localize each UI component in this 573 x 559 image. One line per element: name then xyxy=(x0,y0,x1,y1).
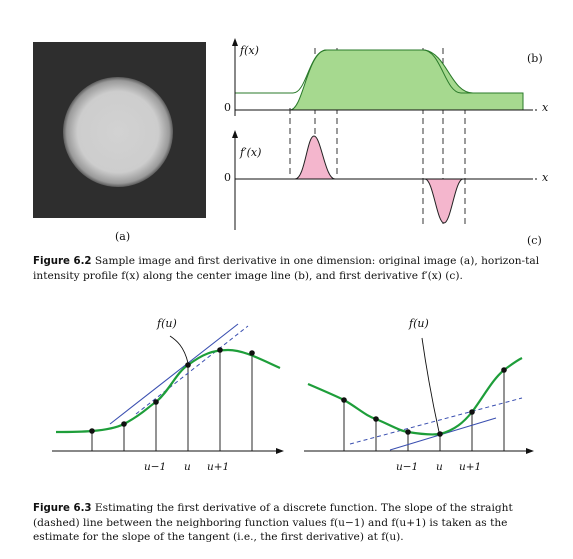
sample-image xyxy=(33,42,206,218)
figure-6-2-number: Figure 6.2 xyxy=(33,256,92,267)
figure-6-2-caption: Figure 6.2 Sample image and first deriva… xyxy=(33,254,549,283)
tick-left-u-minus-1: u−1 xyxy=(144,461,167,473)
derivative-estimate-left xyxy=(52,323,284,454)
sample-points-left xyxy=(89,347,255,434)
intensity-profile xyxy=(234,49,524,111)
tick-left-u: u xyxy=(184,461,191,473)
tick-right-u: u xyxy=(436,461,443,473)
panel-b-label: (b) xyxy=(527,52,543,65)
function-curve-right xyxy=(307,357,523,436)
derivative-estimate-right xyxy=(304,337,534,454)
tick-right-u-plus-1: u+1 xyxy=(459,461,482,473)
fu-pointer-left xyxy=(169,335,189,364)
x-label-c: x xyxy=(542,171,549,184)
secant-line-left xyxy=(135,325,249,415)
zero-label-b: 0 xyxy=(224,101,231,114)
tangent-line-left xyxy=(109,323,239,425)
tick-right-u-minus-1: u−1 xyxy=(396,461,419,473)
figure-6-3-caption: Figure 6.3 Estimating the first derivati… xyxy=(33,501,549,544)
figure-6-2-text: Sample image and first derivative in one… xyxy=(33,255,540,282)
function-curve-left xyxy=(55,348,281,434)
derivative-negative-lobe xyxy=(424,178,464,224)
sample-stems-left xyxy=(91,350,253,451)
derivative-positive-lobe xyxy=(294,135,336,180)
secant-line-right xyxy=(349,397,523,445)
panel-a-label: (a) xyxy=(115,230,131,243)
sample-points-right xyxy=(341,367,507,437)
figure-6-3-number: Figure 6.3 xyxy=(33,503,92,514)
sample-stems-right xyxy=(343,370,505,451)
tick-left-u-plus-1: u+1 xyxy=(207,461,230,473)
profile-derivative-plot xyxy=(232,38,537,230)
x-label-b: x xyxy=(542,101,549,114)
fu-label-right: f(u) xyxy=(409,317,429,330)
zero-label-c: 0 xyxy=(224,171,231,184)
figure-6-3-text: Estimating the first derivative of a dis… xyxy=(33,502,513,543)
bright-disk xyxy=(63,77,173,187)
fu-pointer-right xyxy=(421,337,440,433)
profile-top-edge xyxy=(235,49,523,94)
fx-label: f(x) xyxy=(240,44,259,57)
panel-c-label: (c) xyxy=(527,234,542,247)
fpx-label: f′(x) xyxy=(240,146,262,159)
fu-label-left: f(u) xyxy=(157,317,177,330)
